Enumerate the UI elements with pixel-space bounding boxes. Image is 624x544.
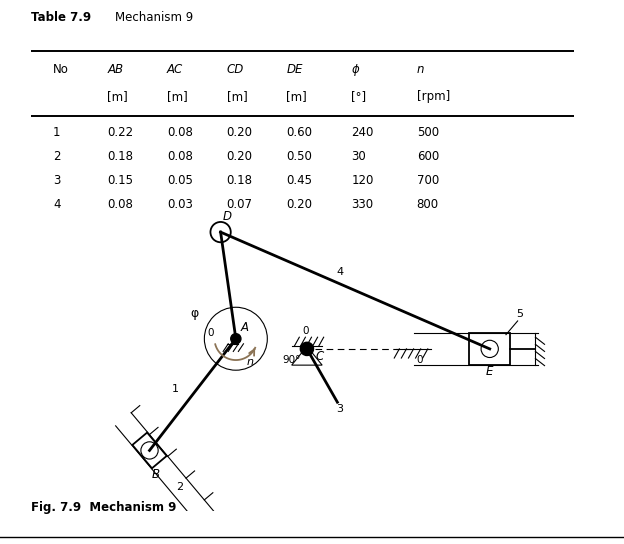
- Text: 3: 3: [336, 404, 343, 415]
- Text: 5: 5: [517, 310, 524, 319]
- Text: 0.22: 0.22: [107, 126, 134, 139]
- Text: 120: 120: [351, 174, 374, 187]
- Text: ϕ: ϕ: [351, 63, 359, 76]
- Text: C: C: [316, 350, 324, 363]
- Text: 2: 2: [177, 482, 183, 492]
- Text: 0.18: 0.18: [227, 174, 253, 187]
- Text: B: B: [152, 468, 160, 481]
- Text: 90°: 90°: [283, 355, 301, 365]
- Text: 0.05: 0.05: [167, 174, 193, 187]
- Text: [m]: [m]: [286, 90, 307, 103]
- Text: 330: 330: [351, 197, 374, 211]
- Text: [m]: [m]: [227, 90, 247, 103]
- Text: Fig. 7.9  Mechanism 9: Fig. 7.9 Mechanism 9: [31, 501, 177, 514]
- Text: φ: φ: [190, 307, 198, 320]
- Bar: [469, 333, 510, 364]
- Text: E: E: [486, 365, 494, 378]
- Text: A: A: [241, 320, 249, 333]
- Text: 0.18: 0.18: [107, 150, 133, 163]
- Text: No: No: [53, 63, 69, 76]
- Text: 240: 240: [351, 126, 374, 139]
- Text: CD: CD: [227, 63, 244, 76]
- Text: 0.60: 0.60: [286, 126, 313, 139]
- Text: [m]: [m]: [167, 90, 188, 103]
- Text: Table 7.9: Table 7.9: [31, 11, 91, 24]
- Text: 0.20: 0.20: [227, 150, 253, 163]
- Text: AB: AB: [107, 63, 123, 76]
- Text: 0.20: 0.20: [227, 126, 253, 139]
- Text: 1: 1: [172, 384, 178, 394]
- Text: 2: 2: [53, 150, 61, 163]
- Text: Mechanism 9: Mechanism 9: [115, 11, 193, 24]
- Text: 0.15: 0.15: [107, 174, 133, 187]
- Text: 500: 500: [417, 126, 439, 139]
- Text: 0.50: 0.50: [286, 150, 312, 163]
- Text: 4: 4: [336, 267, 343, 277]
- Text: 0: 0: [416, 355, 423, 365]
- Text: 600: 600: [417, 150, 439, 163]
- Text: 30: 30: [351, 150, 366, 163]
- Text: 0.45: 0.45: [286, 174, 313, 187]
- Text: D: D: [222, 210, 232, 223]
- Text: 4: 4: [53, 197, 61, 211]
- Text: 0: 0: [303, 326, 309, 336]
- Text: 700: 700: [417, 174, 439, 187]
- Circle shape: [300, 342, 313, 355]
- Text: n: n: [246, 357, 253, 367]
- Text: 0.20: 0.20: [286, 197, 313, 211]
- Circle shape: [231, 333, 241, 344]
- Text: 0.07: 0.07: [227, 197, 253, 211]
- Text: n: n: [417, 63, 424, 76]
- Text: DE: DE: [286, 63, 303, 76]
- Text: 0.08: 0.08: [107, 197, 133, 211]
- Text: 0.08: 0.08: [167, 126, 193, 139]
- Text: AC: AC: [167, 63, 183, 76]
- Text: 0: 0: [207, 328, 213, 338]
- Text: 800: 800: [417, 197, 439, 211]
- Text: [rpm]: [rpm]: [417, 90, 450, 103]
- Text: 0.08: 0.08: [167, 150, 193, 163]
- Text: 3: 3: [53, 174, 61, 187]
- Text: 0.03: 0.03: [167, 197, 193, 211]
- Text: [°]: [°]: [351, 90, 367, 103]
- Text: 1: 1: [53, 126, 61, 139]
- Text: [m]: [m]: [107, 90, 128, 103]
